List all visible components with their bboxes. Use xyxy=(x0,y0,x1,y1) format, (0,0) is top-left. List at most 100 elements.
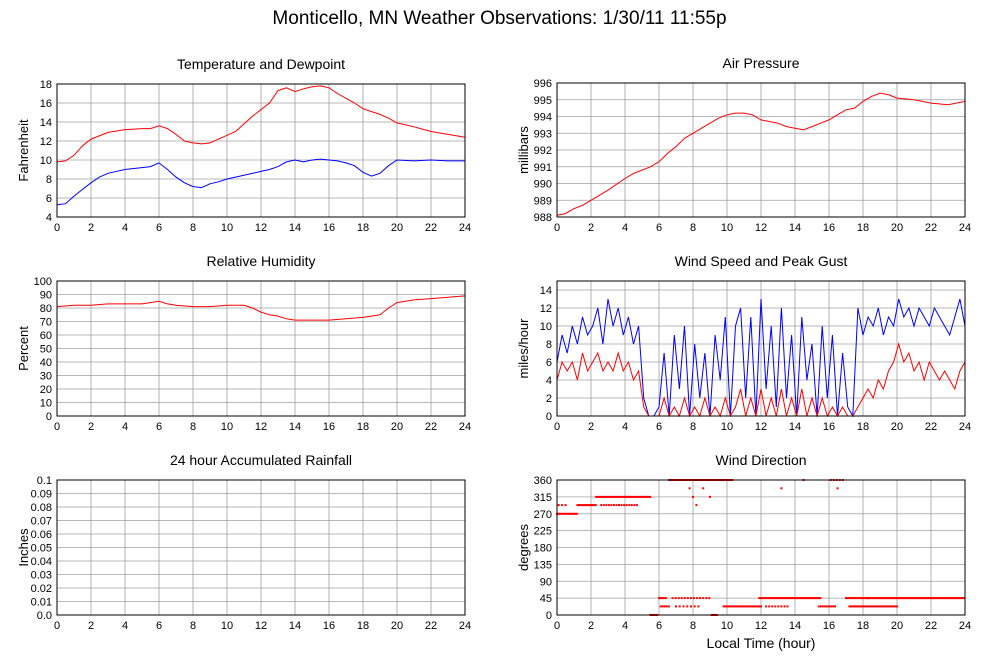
data-point xyxy=(766,597,769,600)
y-tick-label: 18 xyxy=(40,79,52,91)
data-point xyxy=(600,504,603,507)
data-point xyxy=(680,597,683,600)
data-point xyxy=(621,495,624,498)
x-tick-label: 10 xyxy=(721,222,733,234)
data-point xyxy=(582,504,585,507)
x-tick-label: 8 xyxy=(190,421,196,433)
data-point xyxy=(628,504,631,507)
data-point xyxy=(722,605,725,608)
data-point xyxy=(890,605,893,608)
data-point xyxy=(952,597,955,600)
data-point xyxy=(789,597,792,600)
chart-wind-direction: Wind Direction degrees Local Time (hour) 0 2… xyxy=(516,452,971,651)
data-point xyxy=(584,504,586,507)
data-point xyxy=(883,597,886,600)
data-point xyxy=(860,597,863,600)
data-point xyxy=(946,597,949,600)
data-point xyxy=(564,504,567,507)
data-point xyxy=(958,597,961,600)
data-point xyxy=(686,597,689,600)
plot-frame xyxy=(56,83,466,218)
plot-frame xyxy=(56,479,466,616)
data-point xyxy=(963,597,965,600)
data-point xyxy=(942,597,945,600)
series-line-1 xyxy=(56,85,466,163)
y-axis-label: Fahrenheit xyxy=(16,119,31,182)
x-tick-label: 14 xyxy=(289,620,301,632)
x-tick-label: 12 xyxy=(255,222,267,234)
series-points-1 xyxy=(556,479,965,616)
y-tick-label: 0 xyxy=(46,411,52,423)
y-tick-label: 0.02 xyxy=(31,583,52,595)
data-point xyxy=(633,504,636,507)
data-point xyxy=(872,605,875,608)
data-point xyxy=(908,597,911,600)
y-tick-label: 10 xyxy=(540,321,552,333)
data-point xyxy=(939,597,942,600)
data-point xyxy=(741,605,744,608)
y-tick-label: 988 xyxy=(534,212,552,224)
y-tick-label: 990 xyxy=(534,179,552,191)
x-tick-label: 4 xyxy=(122,421,128,433)
x-tick-label: 18 xyxy=(857,421,869,433)
data-point xyxy=(769,597,772,600)
data-point xyxy=(771,597,774,600)
data-point xyxy=(801,597,804,600)
plot-frame xyxy=(556,82,966,218)
data-point xyxy=(903,597,906,600)
data-point xyxy=(579,504,582,507)
data-point xyxy=(645,495,648,498)
x-tick-label: 24 xyxy=(459,222,471,234)
data-point xyxy=(758,605,761,608)
x-tick-label: 14 xyxy=(789,421,801,433)
data-point xyxy=(865,605,868,608)
x-tick-label: 4 xyxy=(122,620,128,632)
x-tick-label: 22 xyxy=(925,620,937,632)
data-point xyxy=(631,495,634,498)
data-point xyxy=(624,495,627,498)
data-point xyxy=(760,605,762,608)
y-tick-label: 0.09 xyxy=(31,489,52,501)
data-point xyxy=(816,597,819,600)
data-point xyxy=(923,597,926,600)
x-tick-label: 18 xyxy=(357,421,369,433)
data-point xyxy=(737,605,740,608)
data-point xyxy=(574,512,577,515)
x-tick-label: 0 xyxy=(54,421,60,433)
data-point xyxy=(598,495,601,498)
y-tick-label: 225 xyxy=(534,526,552,538)
x-tick-label: 16 xyxy=(823,620,835,632)
data-point xyxy=(765,605,768,608)
data-point xyxy=(565,512,568,515)
x-tick-label: 0 xyxy=(554,620,560,632)
y-tick-label: 30 xyxy=(40,371,52,383)
data-point xyxy=(763,597,766,600)
y-tick-label: 993 xyxy=(534,128,552,140)
data-point xyxy=(953,597,956,600)
data-point xyxy=(933,597,936,600)
y-tick-label: 60 xyxy=(40,330,52,342)
data-point xyxy=(855,597,858,600)
data-point xyxy=(559,512,562,515)
x-tick-label: 22 xyxy=(425,421,437,433)
y-tick-label: 80 xyxy=(40,303,52,315)
y-tick-label: 8 xyxy=(46,174,52,186)
data-point xyxy=(938,597,940,600)
data-point xyxy=(748,605,751,608)
y-tick-label: 4 xyxy=(46,212,52,224)
x-tick-label: 12 xyxy=(255,620,267,632)
data-point xyxy=(899,597,902,600)
y-tick-label: 991 xyxy=(534,162,552,174)
data-point xyxy=(888,597,890,600)
data-point xyxy=(744,605,747,608)
chart-title: Air Pressure xyxy=(722,55,799,71)
data-point xyxy=(869,597,871,600)
data-point xyxy=(661,597,664,600)
chart-title: 24 hour Accumulated Rainfall xyxy=(170,452,352,468)
data-point xyxy=(557,512,560,515)
x-tick-label: 2 xyxy=(588,620,594,632)
data-point xyxy=(630,495,633,498)
data-point xyxy=(861,597,864,600)
data-point xyxy=(709,495,711,498)
data-point xyxy=(901,597,904,600)
